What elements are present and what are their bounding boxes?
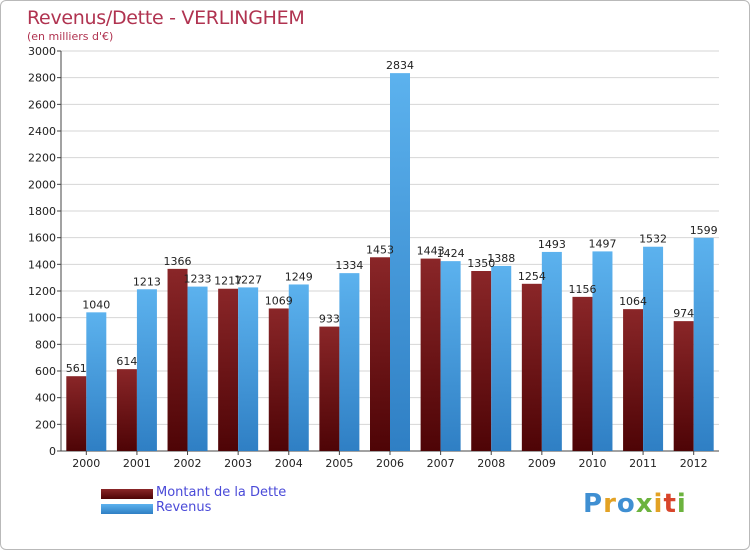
legend-swatch-revenue <box>101 504 153 514</box>
logo-letter: x <box>635 489 654 519</box>
x-tick-label: 2007 <box>427 457 455 470</box>
bar-debt <box>116 369 137 451</box>
y-tick-label: 1600 <box>28 232 56 245</box>
data-label-revenue: 1388 <box>487 252 515 265</box>
legend-label-revenue: Revenus <box>156 500 212 515</box>
x-tick-label: 2006 <box>376 457 404 470</box>
x-tick-label: 2002 <box>174 457 202 470</box>
x-tick-label: 2000 <box>72 457 100 470</box>
data-label-debt: 1217 <box>214 275 242 288</box>
y-tick-label: 1400 <box>28 258 56 271</box>
y-tick-label: 600 <box>35 365 56 378</box>
bar-revenue <box>440 261 461 451</box>
bar-revenue <box>592 251 613 451</box>
bar-debt <box>471 271 492 451</box>
bar-revenue <box>693 237 714 451</box>
y-tick-label: 2200 <box>28 152 56 165</box>
bar-revenue <box>136 289 157 451</box>
bars <box>66 73 714 451</box>
bar-debt <box>268 308 289 451</box>
data-label-debt: 561 <box>66 362 87 375</box>
data-label-revenue: 1249 <box>285 270 313 283</box>
x-tick-label: 2008 <box>477 457 505 470</box>
x-tick-label: 2003 <box>224 457 252 470</box>
data-label-revenue: 1040 <box>82 298 110 311</box>
bar-debt <box>218 288 239 451</box>
bar-debt <box>66 376 87 451</box>
data-label-debt: 1254 <box>518 270 546 283</box>
bar-debt <box>420 258 441 451</box>
x-tick-label: 2009 <box>528 457 556 470</box>
data-label-revenue: 1233 <box>184 273 212 286</box>
y-tick-label: 0 <box>49 445 56 458</box>
data-label-revenue: 1227 <box>234 273 262 286</box>
data-label-debt: 1453 <box>366 243 394 256</box>
y-tick-label: 1800 <box>28 205 56 218</box>
x-tick-label: 2004 <box>275 457 303 470</box>
y-tick-label: 400 <box>35 392 56 405</box>
logo-letter: P <box>583 489 604 519</box>
bar-revenue <box>288 284 309 451</box>
y-tick-label: 200 <box>35 418 56 431</box>
bar-revenue <box>541 251 562 451</box>
proxiti-logo: Proxiti <box>583 489 687 519</box>
bar-debt <box>673 321 694 451</box>
x-tick-label: 2005 <box>325 457 353 470</box>
x-tick-label: 2010 <box>578 457 606 470</box>
logo-letter: o <box>616 489 636 519</box>
y-tick-label: 1200 <box>28 285 56 298</box>
logo-letter: t <box>663 489 677 519</box>
bar-revenue <box>86 312 107 451</box>
data-label-debt: 933 <box>319 313 340 326</box>
x-tick-label: 2012 <box>680 457 708 470</box>
legend-label-debt: Montant de la Dette <box>156 485 287 500</box>
data-label-revenue: 1424 <box>437 247 465 260</box>
data-label-debt: 1156 <box>568 283 596 296</box>
x-tick-label: 2011 <box>629 457 657 470</box>
logo-letter: i <box>676 489 687 519</box>
data-label-debt: 1366 <box>164 255 192 268</box>
y-tick-label: 2800 <box>28 72 56 85</box>
data-label-debt: 1064 <box>619 295 647 308</box>
bar-revenue <box>643 246 664 451</box>
chart-title: Revenus/Dette - VERLINGHEM <box>27 7 305 29</box>
bar-debt <box>167 268 188 451</box>
bar-revenue <box>390 73 410 451</box>
legend-swatch-debt <box>101 489 153 499</box>
bar-debt <box>370 257 390 451</box>
data-label-debt: 614 <box>116 355 137 368</box>
y-tick-label: 2000 <box>28 178 56 191</box>
x-tick-label: 2001 <box>123 457 151 470</box>
bar-revenue <box>339 273 360 451</box>
data-label-debt: 974 <box>673 307 694 320</box>
data-label-debt: 1069 <box>265 294 293 307</box>
bar-revenue <box>238 287 259 451</box>
data-label-revenue: 1493 <box>538 238 566 251</box>
y-tick-label: 2400 <box>28 125 56 138</box>
y-tick-label: 800 <box>35 338 56 351</box>
data-label-debt: 1350 <box>467 257 495 270</box>
bar-revenue <box>187 286 208 451</box>
data-label-revenue: 1532 <box>639 233 667 246</box>
data-label-revenue: 1334 <box>335 259 363 272</box>
data-label-revenue: 2834 <box>386 59 414 72</box>
bar-debt <box>623 309 644 451</box>
logo-letter: r <box>603 489 617 519</box>
data-label-revenue: 1599 <box>690 224 718 237</box>
data-label-revenue: 1213 <box>133 275 161 288</box>
bar-debt <box>521 283 542 451</box>
y-tick-label: 2600 <box>28 98 56 111</box>
data-label-debt: 1443 <box>417 245 445 258</box>
bar-debt <box>572 296 593 451</box>
bar-debt <box>319 326 340 451</box>
data-label-revenue: 1497 <box>588 237 616 250</box>
y-tick-label: 1000 <box>28 312 56 325</box>
bar-revenue <box>491 265 512 451</box>
logo-letter: i <box>653 489 664 519</box>
chart-subtitle: (en milliers d'€) <box>27 30 114 43</box>
y-tick-label: 3000 <box>28 45 56 58</box>
